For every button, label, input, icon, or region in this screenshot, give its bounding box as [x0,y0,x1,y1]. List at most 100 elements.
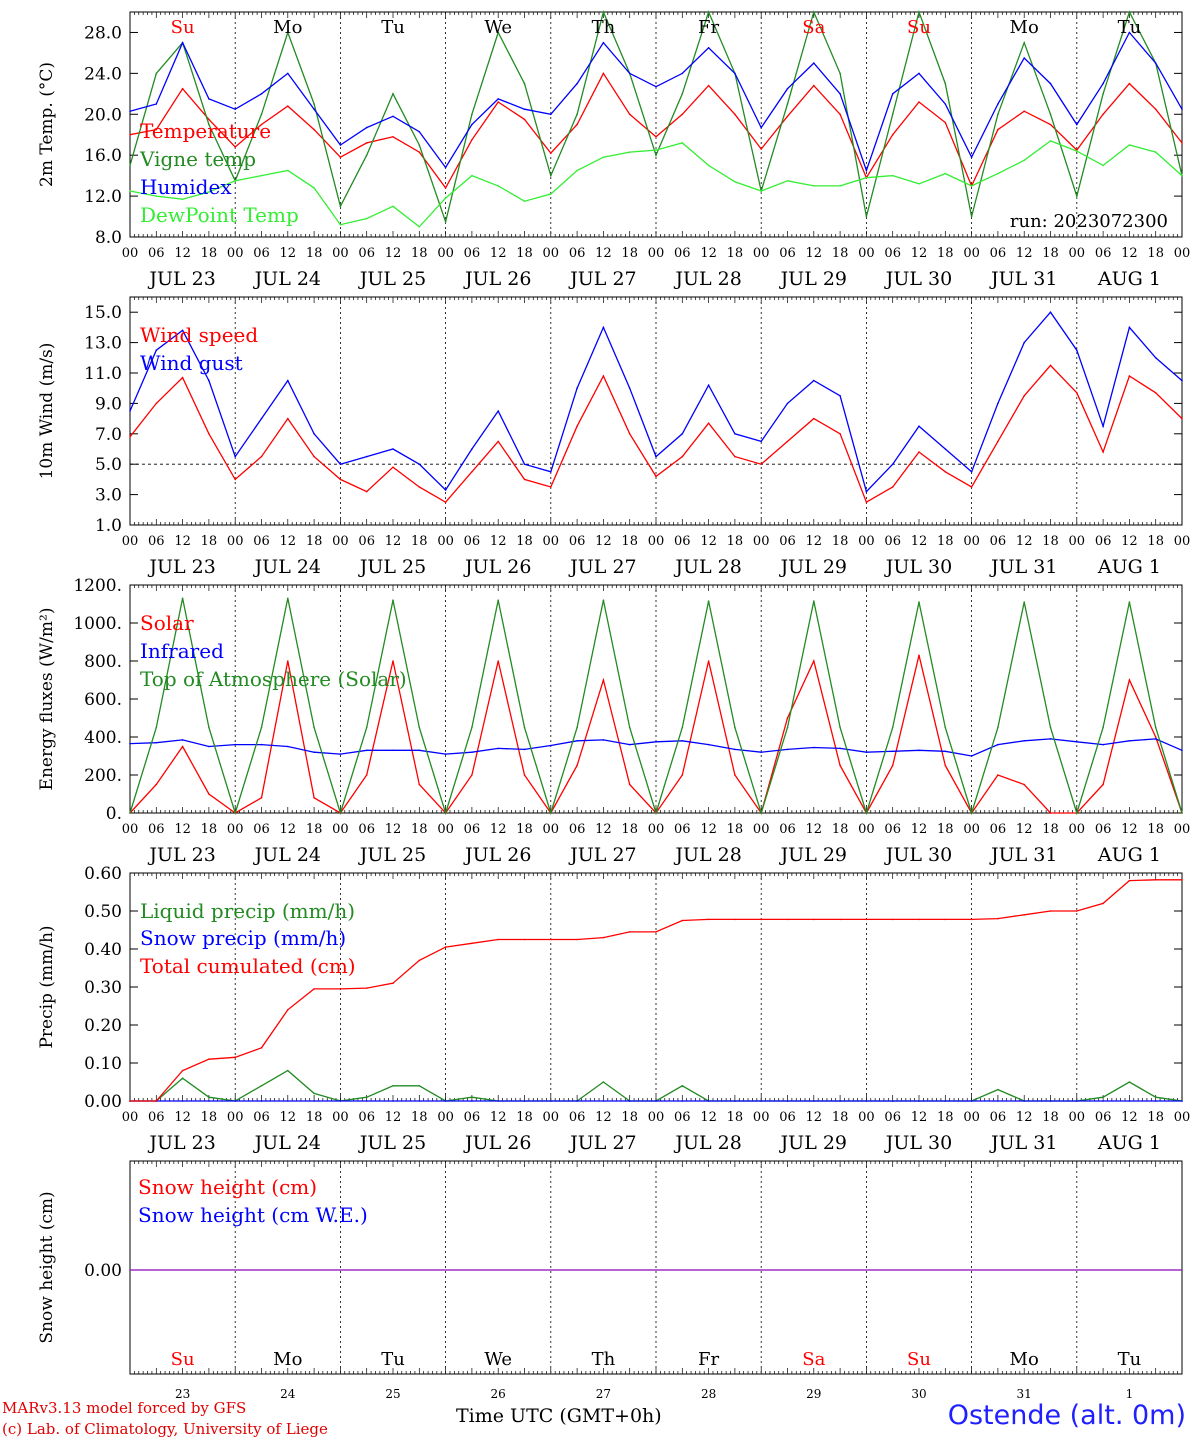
data-point [418,226,421,228]
data-point [786,726,789,729]
data-point [970,471,973,473]
y-tick-label: 0.10 [84,1054,122,1074]
hour-label: 18 [621,534,638,549]
data-point [760,440,762,443]
data-point [918,654,920,657]
hour-label: 12 [490,246,507,261]
data-point [1102,164,1104,167]
data-point [418,151,421,153]
data-point [392,448,394,450]
hour-label: 12 [806,1110,823,1125]
legend-entry: Total cumulated (cm) [140,954,356,978]
data-point [234,478,236,481]
hour-label: 06 [779,822,796,837]
y-tick-label: 20.0 [84,105,122,125]
data-point [813,660,815,662]
data-point [707,918,710,921]
data-point [970,215,973,218]
data-point [839,93,841,95]
data-point [471,471,473,473]
day-name: We [484,17,512,38]
day-number: 1 [1126,1387,1134,1401]
date-label: JUL 27 [568,556,636,578]
data-point [655,136,657,138]
y-axis-label: Snow height (cm) [37,1191,57,1343]
data-point [786,402,789,405]
hour-label: 18 [1147,246,1164,261]
data-point [813,185,815,187]
data-point [208,793,210,795]
data-point [760,148,762,150]
data-point [181,41,184,44]
hour-label: 12 [806,822,823,837]
data-point [365,455,368,458]
data-point [1023,395,1025,397]
data-point [1154,108,1157,110]
data-point [418,726,421,729]
data-point [628,151,631,153]
data-point [365,749,368,752]
data-point [628,931,631,933]
data-point [497,599,500,601]
data-point [471,113,473,116]
hour-label: 06 [1095,534,1112,549]
data-point [1128,1100,1131,1102]
data-point [760,812,762,814]
data-point [839,113,841,116]
hour-label: 12 [174,534,191,549]
data-point [234,812,236,814]
date-label: JUL 24 [253,268,321,290]
hour-label: 18 [1042,246,1059,261]
data-point [550,471,552,473]
data-point [260,113,263,116]
data-point [208,191,210,193]
data-point [1049,738,1052,740]
data-point [839,433,841,435]
data-point [1181,108,1183,110]
data-point [813,379,815,382]
data-point [891,463,894,466]
data-point [944,471,947,473]
data-point [918,183,920,185]
data-point [997,128,999,131]
hour-label: 00 [648,246,665,261]
data-point [602,11,605,13]
data-point [734,918,736,921]
date-label: JUL 24 [253,1132,321,1154]
data-point [1076,349,1078,352]
data-point [760,463,762,466]
hour-label: 12 [385,822,402,837]
data-point [970,812,973,814]
date-label: JUL 26 [463,268,531,290]
data-point [1128,11,1131,13]
data-point [365,1100,368,1102]
y-tick-label: 9.0 [95,394,122,414]
data-point [576,726,578,729]
data-point [523,463,526,466]
data-point [997,113,999,116]
data-point [813,62,815,64]
data-point [313,1092,315,1095]
data-point [681,113,684,116]
data-point [287,105,289,107]
date-label: JUL 28 [673,844,741,866]
hour-label: 06 [358,1110,375,1125]
hour-label: 12 [490,534,507,549]
data-point [576,938,578,941]
data-point [155,402,158,405]
data-point [260,455,263,458]
hour-label: 12 [280,822,297,837]
data-point [997,774,999,776]
hour-label: 12 [490,822,507,837]
hour-label: 12 [280,1110,297,1125]
hour-label: 00 [437,1110,454,1125]
data-point [208,118,210,121]
data-point [181,1077,184,1079]
data-point [550,938,552,941]
data-point [129,410,131,412]
hour-label: 18 [1147,822,1164,837]
data-point [786,717,789,719]
data-point [1154,357,1157,359]
day-number: 24 [280,1387,296,1401]
